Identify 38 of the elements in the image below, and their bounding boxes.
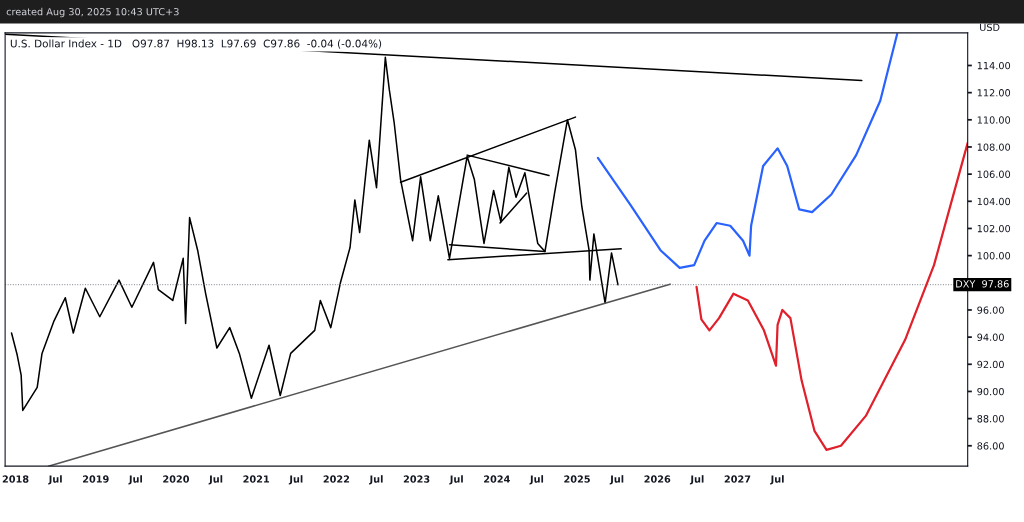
y-tick-label: 112.00 [977, 89, 1011, 97]
x-tick-label: 2019 [83, 475, 109, 483]
y-axis-title: USD [980, 23, 1000, 31]
x-tick-label: 2022 [323, 475, 350, 483]
y-tick-label: 94.00 [977, 333, 1004, 341]
x-tick-label: 2025 [564, 475, 590, 483]
y-tick-label: 100.00 [977, 252, 1011, 260]
y-tick-label: 106.00 [977, 170, 1011, 178]
y-tick-label: 88.00 [977, 415, 1004, 423]
x-tick-label: 2024 [484, 475, 510, 483]
x-tick-label: Jul [288, 475, 303, 485]
y-tick-label: 86.00 [977, 442, 1004, 450]
x-tick-label: Jul [609, 475, 624, 485]
x-tick-label: Jul [128, 475, 142, 485]
y-tick-label: 114.00 [977, 61, 1011, 70]
ref-line-label: DXY 97.86 [956, 280, 1009, 288]
x-tick-label: Jul [208, 475, 223, 485]
x-tick-label: 2020 [163, 475, 190, 483]
y-tick-label: 90.00 [977, 387, 1004, 396]
text: created Aug 30, 2025 10:43 UTC+3 [6, 7, 179, 18]
y-tick-label: 102.00 [977, 224, 1011, 233]
y-tick-label: 108.00 [977, 143, 1011, 151]
x-tick-label: Jul [529, 475, 544, 485]
y-tick-label: 92.00 [977, 360, 1004, 369]
y-tick-label: 104.00 [977, 197, 1011, 206]
x-tick-label: 2021 [243, 475, 270, 483]
y-tick-label: 96.00 [977, 306, 1004, 314]
text: U.S. Dollar Index - 1D O97.87 H98.13 L97.69 C97.86 -0.04 (-0.04%) [10, 39, 382, 49]
x-tick-label: Jul [48, 475, 62, 485]
x-tick-label: 2027 [724, 475, 751, 483]
x-tick-label: Jul [689, 475, 704, 485]
x-tick-label: 2023 [403, 475, 430, 483]
y-tick-label: 110.00 [977, 116, 1011, 124]
x-tick-label: Jul [449, 475, 463, 485]
x-tick-label: Jul [770, 475, 784, 485]
x-tick-label: Jul [369, 475, 383, 485]
x-tick-label: 2018 [2, 475, 29, 483]
x-tick-label: 2026 [644, 475, 671, 483]
